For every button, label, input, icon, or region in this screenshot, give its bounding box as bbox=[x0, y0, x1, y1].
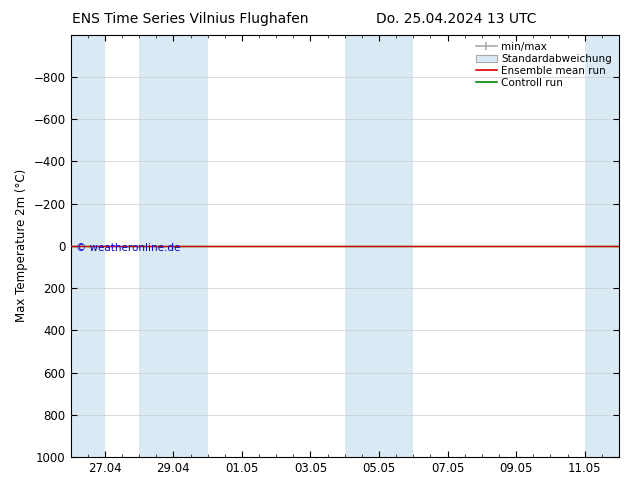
Bar bbox=[70, 35, 105, 457]
Text: © weatheronline.de: © weatheronline.de bbox=[76, 243, 181, 253]
Text: ENS Time Series Vilnius Flughafen: ENS Time Series Vilnius Flughafen bbox=[72, 12, 309, 26]
Bar bbox=[345, 35, 413, 457]
Y-axis label: Max Temperature 2m (°C): Max Temperature 2m (°C) bbox=[15, 169, 28, 322]
Bar bbox=[139, 35, 208, 457]
Legend: min/max, Standardabweichung, Ensemble mean run, Controll run: min/max, Standardabweichung, Ensemble me… bbox=[474, 40, 614, 90]
Bar bbox=[585, 35, 619, 457]
Text: Do. 25.04.2024 13 UTC: Do. 25.04.2024 13 UTC bbox=[376, 12, 537, 26]
